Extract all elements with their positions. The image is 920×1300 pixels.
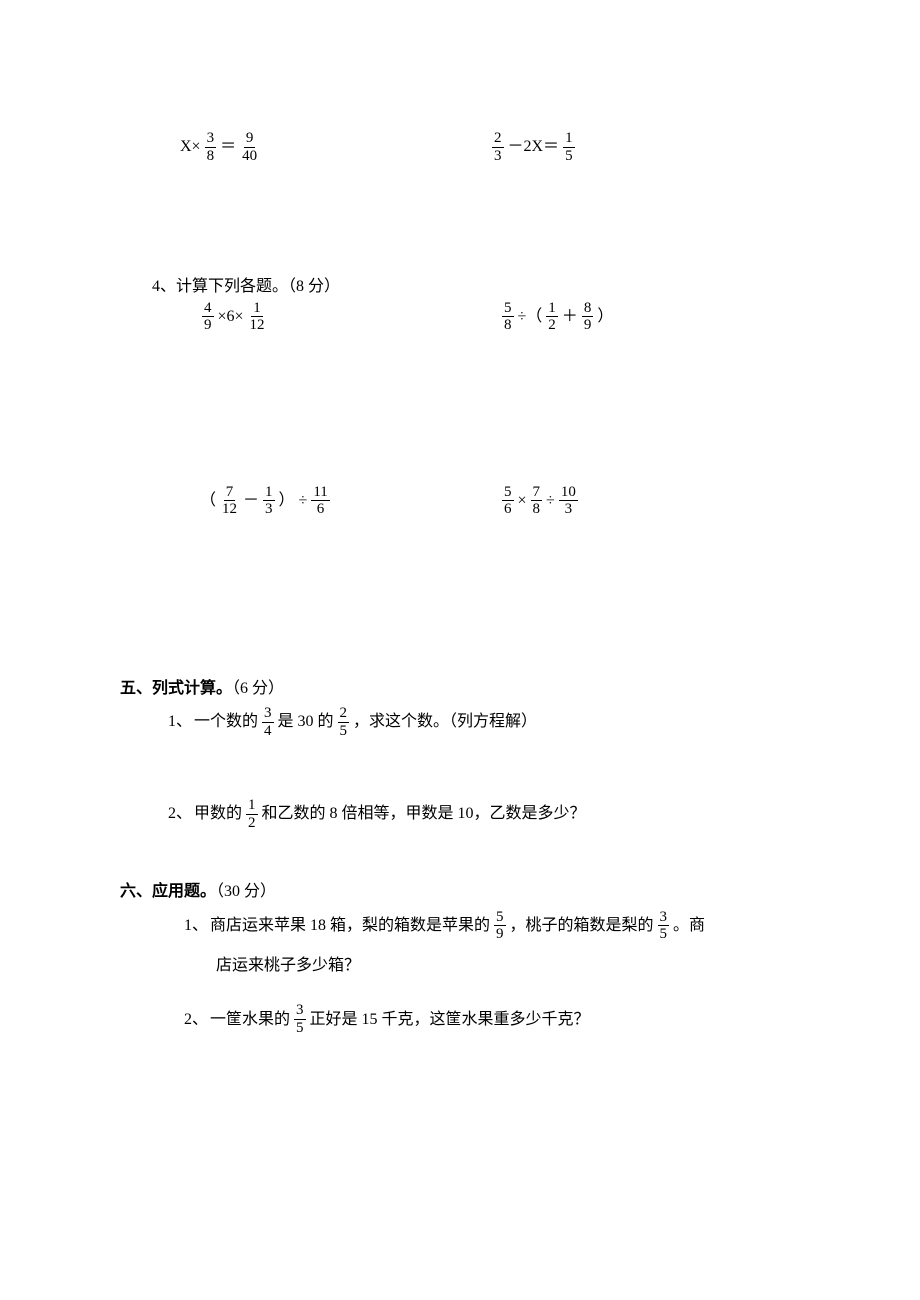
q-num: 1、: [184, 913, 208, 939]
q4-expr-2: 5 8 ÷（ 1 2 ＋ 8 9 ）: [500, 300, 800, 334]
fraction: 1 5: [563, 130, 575, 164]
text: －: [243, 488, 259, 514]
text: ，桃子的箱数是梨的: [510, 913, 654, 939]
fraction: 2 3: [492, 130, 504, 164]
text: 正好是 15 千克，这筐水果重多少千克？: [310, 1007, 590, 1033]
fraction: 9 40: [240, 130, 259, 164]
text: ＋: [562, 304, 578, 330]
q-num: 2、: [184, 1007, 208, 1033]
section-5-q1: 1、 一个数的 3 4 是 30 的 2 5 ，求这个数。（列方程解）: [120, 705, 800, 739]
text: ×6×: [218, 304, 244, 330]
fraction: 4 9: [202, 300, 214, 334]
section-6: 六、应用题。（30 分） 1、 商店运来苹果 18 箱，梨的箱数是苹果的 5 9…: [120, 879, 800, 1036]
equation-row-1: X× 3 8 ＝ 9 40 2 3 －2X＝ 1: [120, 130, 800, 164]
q4-expr-3: （ 7 12 － 1 3 ） ÷ 11 6: [200, 484, 500, 518]
fraction: 1 2: [246, 797, 258, 831]
q-num: 2、: [168, 801, 192, 827]
text: ，求这个数。（列方程解）: [353, 709, 537, 735]
text: （: [200, 488, 216, 514]
text: 是 30 的: [278, 709, 334, 735]
fraction: 1 12: [248, 300, 267, 334]
q4-row-2: （ 7 12 － 1 3 ） ÷ 11 6 5: [120, 484, 800, 518]
fraction: 7 12: [220, 484, 239, 518]
text: ＝: [220, 134, 236, 160]
fraction: 1 2: [546, 300, 558, 334]
text: 商店运来苹果 18 箱，梨的箱数是苹果的: [210, 913, 490, 939]
section-6-title: 六、应用题。: [120, 883, 216, 900]
fraction: 5 9: [494, 909, 506, 943]
fraction: 2 5: [338, 705, 350, 739]
equation-2: 2 3 －2X＝ 1 5: [490, 130, 800, 164]
fraction: 3 8: [205, 130, 217, 164]
section-5-title: 五、列式计算。: [120, 680, 232, 697]
text: 。商: [673, 913, 705, 939]
q4-label: 4、计算下列各题。（8 分）: [120, 274, 800, 300]
equation-1: X× 3 8 ＝ 9 40: [180, 130, 490, 164]
text: ÷（: [518, 304, 543, 330]
math-worksheet-page: X× 3 8 ＝ 9 40 2 3 －2X＝ 1: [0, 0, 920, 1096]
fraction: 5 8: [502, 300, 514, 334]
fraction: 3 5: [658, 909, 670, 943]
text: ） ÷: [279, 488, 308, 514]
section-6-q2: 2、 一筐水果的 3 5 正好是 15 千克，这筐水果重多少千克？: [120, 1002, 800, 1036]
text: 一筐水果的: [210, 1007, 290, 1033]
q4-row-1: 4 9 ×6× 1 12 5 8 ÷（ 1 2: [120, 300, 800, 334]
text: 一个数的: [194, 709, 258, 735]
fraction: 3 5: [294, 1002, 306, 1036]
section-5-points: （6 分）: [232, 680, 284, 697]
fraction: 5 6: [502, 484, 514, 518]
text: ）: [597, 304, 613, 330]
text: ×: [518, 488, 527, 514]
text: ÷: [546, 488, 555, 514]
fraction: 10 3: [559, 484, 578, 518]
fraction: 8 9: [582, 300, 594, 334]
q4-expr-4: 5 6 × 7 8 ÷ 10 3: [500, 484, 800, 518]
text: －2X＝: [508, 134, 560, 160]
q-num: 1、: [168, 709, 192, 735]
q4-expr-1: 4 9 ×6× 1 12: [200, 300, 500, 334]
fraction: 3 4: [262, 705, 274, 739]
section-6-q1: 1、 商店运来苹果 18 箱，梨的箱数是苹果的 5 9 ，桃子的箱数是梨的 3 …: [120, 909, 800, 979]
section-5-q2: 2、 甲数的 1 2 和乙数的 8 倍相等，甲数是 10，乙数是多少？: [120, 797, 800, 831]
section-6-q1-line2: 店运来桃子多少箱？: [184, 953, 800, 979]
section-5: 五、列式计算。（6 分） 1、 一个数的 3 4 是 30 的 2 5 ，求这个…: [120, 676, 800, 832]
section-6-title-row: 六、应用题。（30 分）: [120, 879, 800, 905]
section-5-title-row: 五、列式计算。（6 分）: [120, 676, 800, 702]
fraction: 7 8: [531, 484, 543, 518]
text: 和乙数的 8 倍相等，甲数是 10，乙数是多少？: [262, 801, 586, 827]
section-6-points: （30 分）: [216, 883, 276, 900]
text: 甲数的: [194, 801, 242, 827]
fraction: 11 6: [311, 484, 329, 518]
text: X×: [180, 134, 201, 160]
fraction: 1 3: [263, 484, 275, 518]
